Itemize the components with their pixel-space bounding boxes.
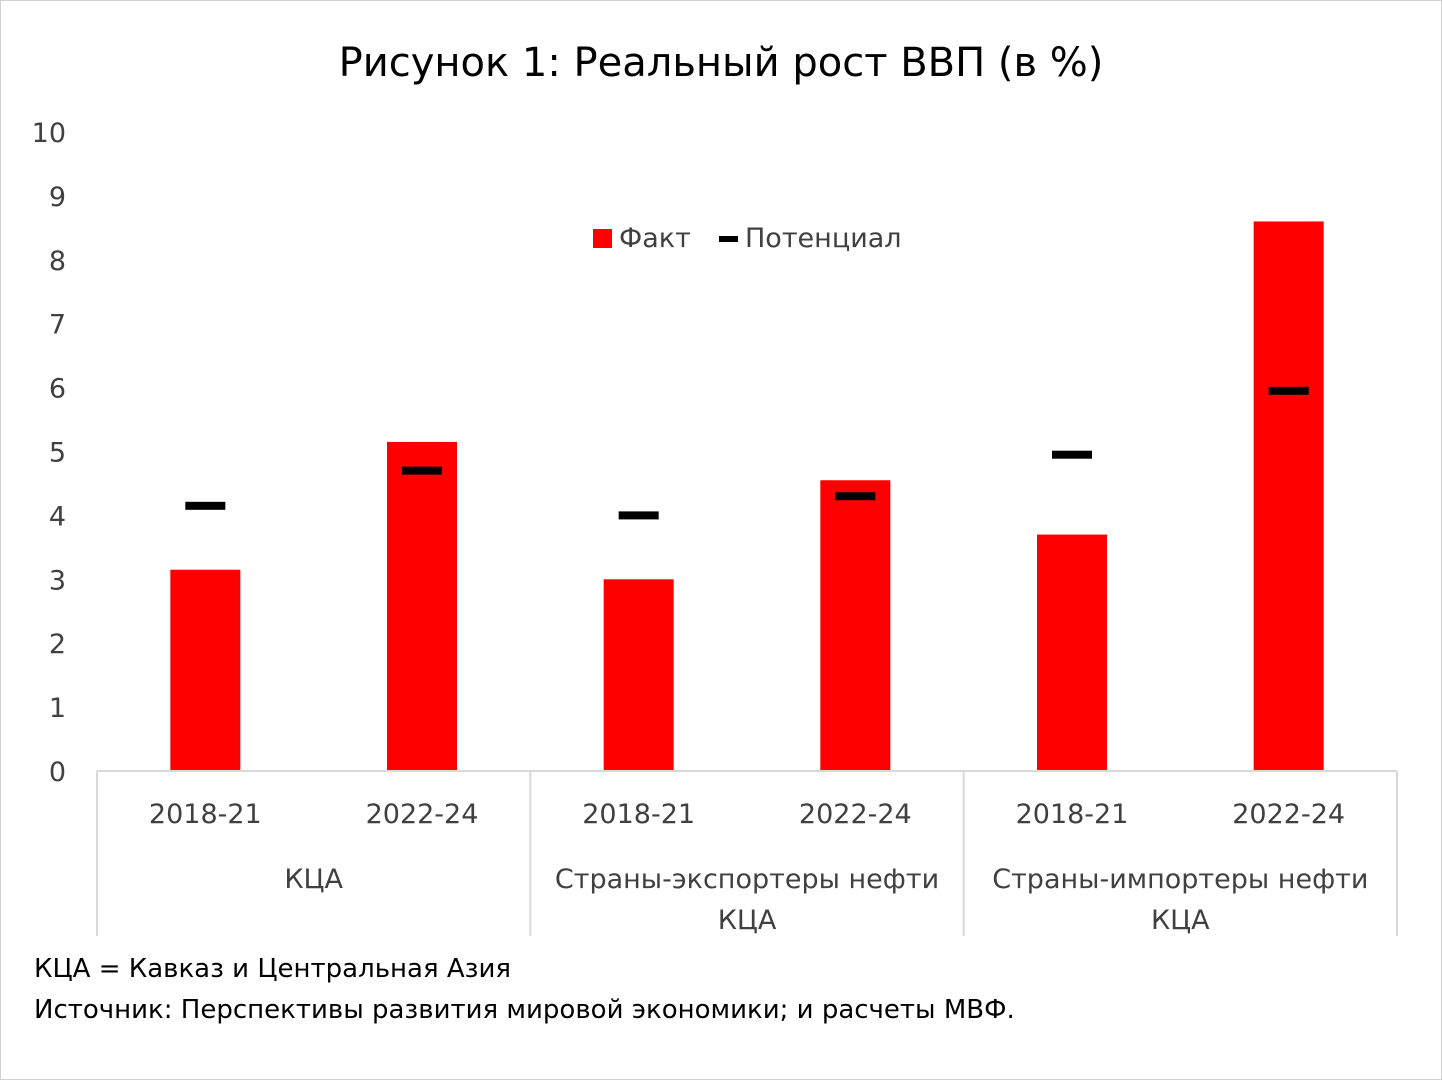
marker-potential — [185, 501, 226, 510]
marker-potential — [402, 466, 442, 475]
x-group-label: Страны-экспортеры нефти — [555, 864, 939, 895]
legend-label-potential: Потенциал — [745, 223, 902, 254]
x-category-label: 2022-24 — [799, 799, 912, 830]
bar-fact — [1253, 221, 1324, 771]
x-category-label: 2022-24 — [1232, 799, 1345, 830]
y-tick-label: 1 — [49, 693, 66, 724]
legend-label-fact: Факт — [619, 223, 691, 254]
y-tick-label: 6 — [49, 374, 66, 405]
y-tick-label: 10 — [32, 118, 66, 149]
y-tick-label: 4 — [49, 501, 66, 532]
y-tick-label: 7 — [49, 310, 66, 341]
marker-potential — [1268, 386, 1309, 395]
bar-fact — [820, 480, 891, 771]
x-category-label: 2022-24 — [366, 799, 479, 830]
bar-fact — [603, 579, 674, 771]
y-tick-label: 8 — [49, 246, 66, 277]
y-tick-label: 9 — [49, 182, 66, 213]
x-category-label: 2018-21 — [149, 799, 262, 830]
legend-swatch-fact — [593, 229, 612, 248]
chart-title: Рисунок 1: Реальный рост ВВП (в %) — [339, 40, 1104, 86]
bar-fact — [1037, 534, 1107, 771]
marker-potential — [618, 511, 659, 520]
x-category-label: 2018-21 — [582, 799, 695, 830]
y-tick-label: 3 — [49, 565, 66, 596]
source-note: Источник: Перспективы развития мировой э… — [34, 995, 1015, 1025]
potential-markers — [185, 386, 1309, 520]
y-tick-label: 0 — [49, 757, 66, 788]
x-category-label: 2018-21 — [1016, 799, 1129, 830]
legend-swatch-potential — [719, 236, 738, 242]
y-tick-label: 5 — [49, 438, 66, 469]
x-axis: 2018-21 2022-24 2018-21 2022-24 2018-21 2022-… — [96, 770, 1398, 936]
marker-potential — [835, 492, 876, 501]
x-group-label: Страны-импортеры нефти — [992, 864, 1368, 895]
bar-fact — [170, 569, 241, 771]
y-axis-ticks: 0 1 2 3 4 5 6 7 8 9 10 — [32, 118, 66, 788]
y-tick-label: 2 — [49, 629, 66, 660]
x-group-label: КЦА — [1151, 905, 1210, 936]
legend: Факт Потенциал — [593, 223, 902, 254]
x-group-label: КЦА — [284, 864, 343, 895]
bar-fact — [387, 441, 457, 771]
abbreviation-note: КЦА = Кавказ и Центральная Азия — [34, 954, 512, 984]
marker-potential — [1052, 450, 1092, 459]
bars — [170, 221, 1324, 771]
x-group-label: КЦА — [718, 905, 777, 936]
